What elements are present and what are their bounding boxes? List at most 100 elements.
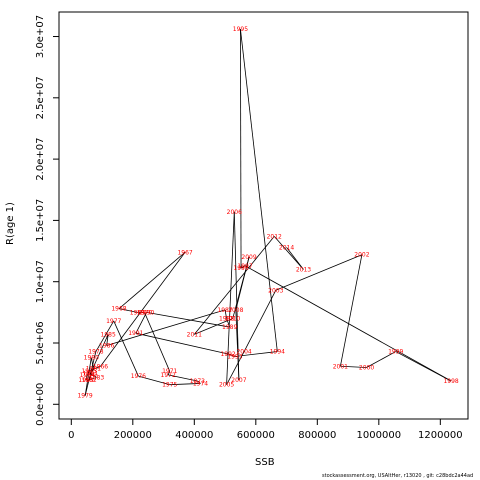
series-segment <box>169 383 201 386</box>
year-label: 1973 <box>190 378 205 385</box>
series-segment <box>90 334 109 374</box>
series-segment <box>224 309 227 319</box>
series-segment <box>366 351 396 368</box>
year-label: 1992 <box>220 351 235 358</box>
series-segment <box>235 309 240 380</box>
series-segment <box>226 211 235 385</box>
series-segment <box>273 236 304 270</box>
y-tick-label: 0.0e+00 <box>35 383 46 426</box>
series-segment <box>340 365 367 368</box>
y-tick-label: 1.5e+07 <box>35 199 46 242</box>
year-label: 2000 <box>359 365 374 372</box>
year-label: 2011 <box>187 331 202 338</box>
year-label: 2009 <box>241 254 256 261</box>
series-segment <box>84 357 92 396</box>
year-label: 1987 <box>217 307 232 314</box>
footer-credit: stockassessment.org, USAItHer, r13020 , … <box>322 473 474 479</box>
year-label: 1984 <box>83 371 98 378</box>
year-label: 1976 <box>131 373 146 380</box>
year-label: 1997 <box>237 263 252 270</box>
year-label: 1981 <box>86 366 101 373</box>
y-tick-label: 2.0e+07 <box>35 138 46 181</box>
series-segment <box>113 320 139 377</box>
series-segment <box>233 211 240 380</box>
series-segment <box>135 332 229 355</box>
x-tick-label: 800000 <box>298 430 336 441</box>
series-segment <box>244 265 452 382</box>
series-segment <box>395 351 452 382</box>
x-axis-label: SSB <box>255 457 275 468</box>
x-tick-label: 0 <box>68 430 74 441</box>
series-segment <box>89 376 97 381</box>
year-label: 1993 <box>227 353 242 360</box>
year-label: 1990 <box>139 309 154 316</box>
series-segment <box>106 334 109 346</box>
year-label: 1995 <box>233 26 248 33</box>
series-segment <box>197 380 201 384</box>
series-segment <box>118 308 138 313</box>
series-segment <box>135 312 147 334</box>
series-segment <box>138 375 170 386</box>
year-label: 1974 <box>193 380 208 387</box>
year-label: 1980 <box>84 355 99 362</box>
year-label: 2001 <box>333 363 348 370</box>
year-label: 1963 <box>78 377 93 384</box>
x-tick-label: 1200000 <box>418 430 463 441</box>
year-label: 1985 <box>101 331 116 338</box>
y-tick-label: 5.0e+06 <box>35 321 46 364</box>
series-segment <box>85 374 88 380</box>
year-label: 1972 <box>161 372 176 379</box>
year-label: 1989 <box>222 324 237 331</box>
series-segment <box>232 257 250 319</box>
series-segment <box>90 373 97 378</box>
year-label: 1982 <box>81 377 96 384</box>
year-label: 2004 <box>236 349 251 356</box>
series-segment <box>118 251 186 309</box>
year-label: 1994 <box>270 349 285 356</box>
series-segment <box>286 247 304 270</box>
year-label: 1975 <box>162 382 177 389</box>
x-tick-label: 600000 <box>237 430 275 441</box>
year-label: 1978 <box>88 349 103 356</box>
year-label: 2013 <box>296 266 311 273</box>
series-segment <box>240 29 278 352</box>
y-tick-label: 1.0e+07 <box>35 260 46 303</box>
series-segment <box>95 320 115 352</box>
year-label: 2005 <box>219 382 234 389</box>
y-tick-label: 3.0e+07 <box>35 15 46 58</box>
series-segment <box>243 290 277 352</box>
year-label: 1988 <box>219 315 234 322</box>
y-axis-label: R(age 1) <box>5 202 16 245</box>
year-label: 2014 <box>279 244 294 251</box>
series-segment <box>226 351 245 385</box>
year-label: 2008 <box>228 307 243 314</box>
series-segment <box>194 318 233 335</box>
series-line <box>84 29 452 396</box>
series-segment <box>240 265 246 269</box>
year-label: 1991 <box>128 330 143 337</box>
year-label: 2003 <box>268 287 283 294</box>
series-segment <box>100 252 186 367</box>
year-label: 1970 <box>137 309 152 316</box>
axes: 0 200000 400000 600000 800000 1000000 1200000 0… <box>35 15 463 441</box>
series-segment <box>227 353 236 357</box>
series-segment <box>167 371 171 376</box>
year-label: 1996 <box>233 265 248 272</box>
year-label: 1966 <box>93 363 108 370</box>
year-label: 2010 <box>225 315 240 322</box>
year-label: 1998 <box>443 378 458 385</box>
year-label: 1968 <box>111 306 126 313</box>
x-tick-label: 400000 <box>175 430 213 441</box>
series-segment <box>275 254 363 291</box>
x-tick-label: 200000 <box>114 430 152 441</box>
y-tick-label: 2.5e+07 <box>35 76 46 119</box>
series-segment <box>106 309 226 346</box>
series-segment <box>240 29 242 269</box>
year-label: 1969 <box>130 309 145 316</box>
year-label: 1964 <box>80 372 95 379</box>
series-segment <box>168 374 198 382</box>
year-label: 2006 <box>227 209 242 216</box>
plot-frame <box>58 11 469 420</box>
series-segment <box>146 311 230 328</box>
series-segment <box>339 254 363 367</box>
